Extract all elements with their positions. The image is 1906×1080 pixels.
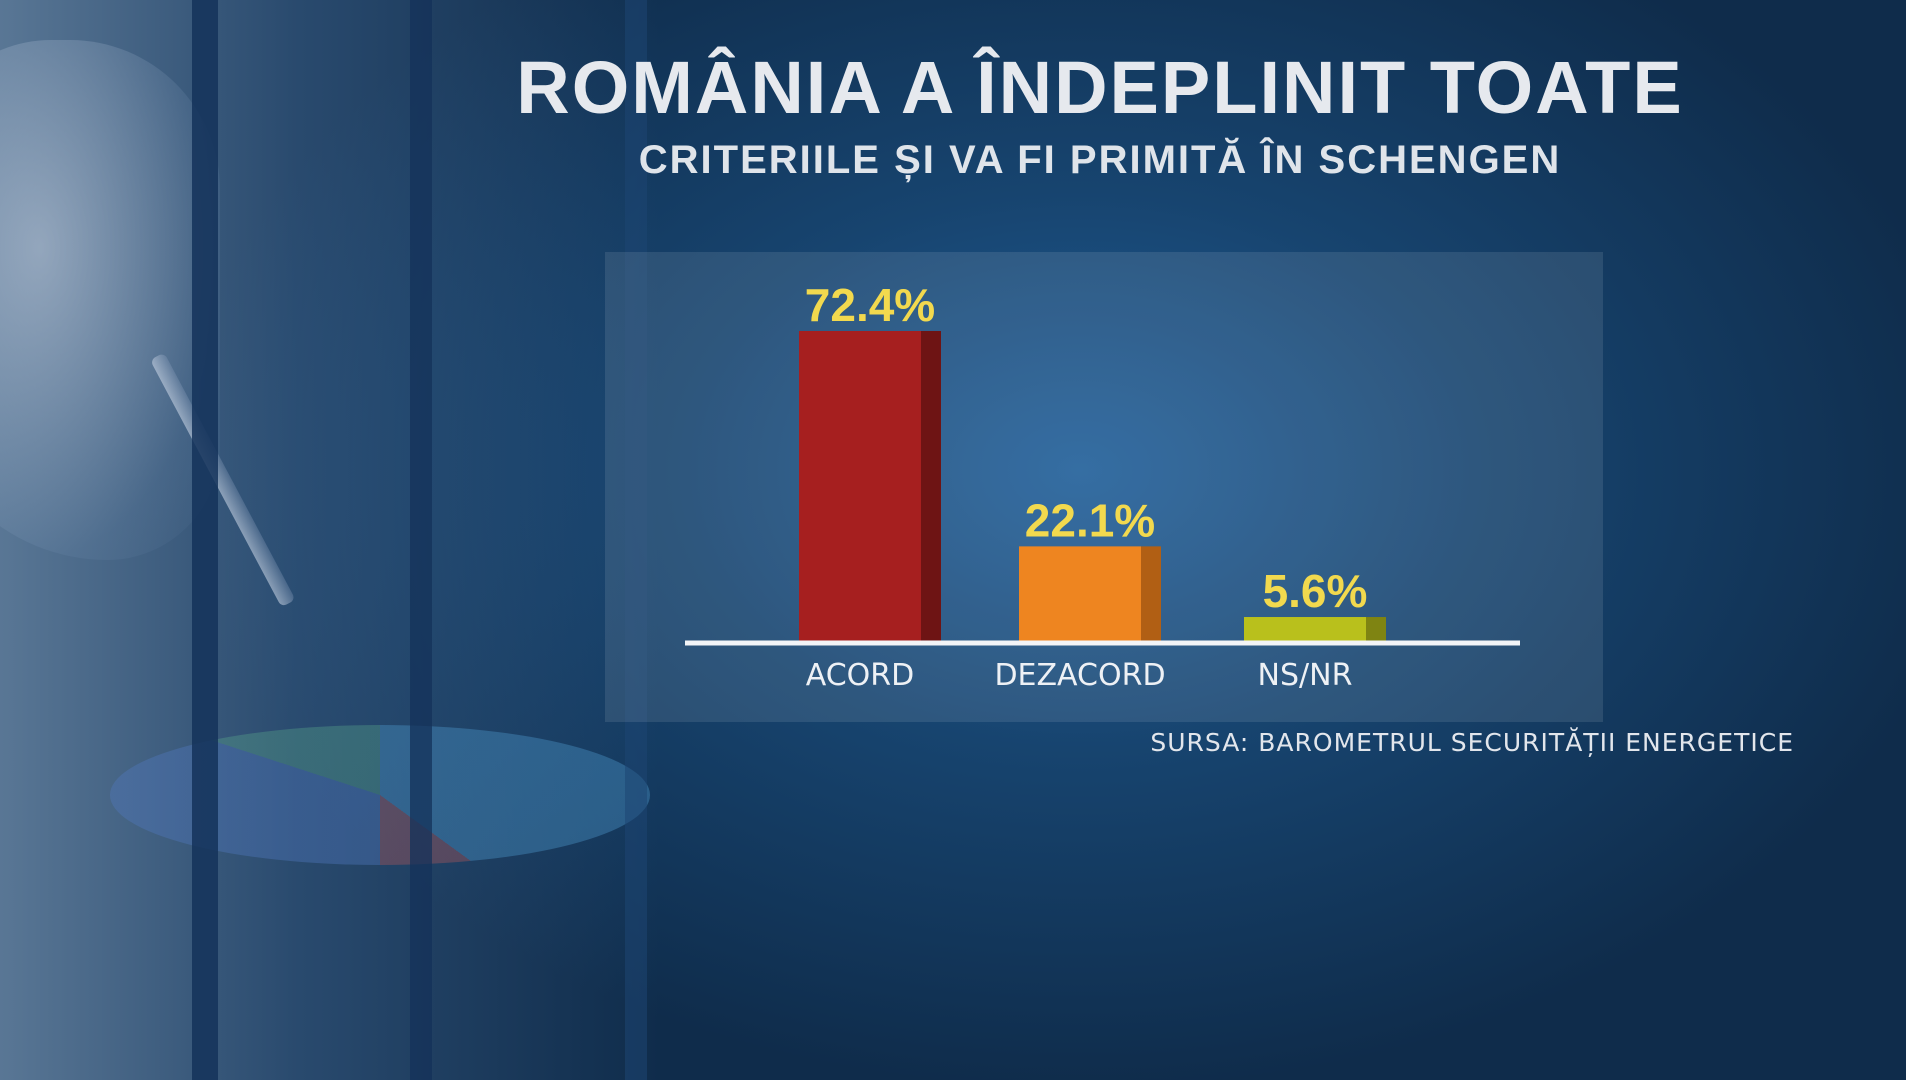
background-hand [0, 40, 220, 560]
value-label: 72.4% [805, 279, 935, 331]
source-note: SURSA: BAROMETRUL SECURITĂȚII ENERGETICE [1150, 728, 1794, 757]
background-strip [192, 0, 218, 1080]
background-strip [410, 0, 432, 1080]
bar-acord [799, 331, 921, 641]
labels-group: 72.4% ACORD 22.1% DEZACORD 5.6% NS/NR [805, 279, 1368, 693]
category-label: ACORD [806, 658, 915, 693]
chart-subtitle: CRITERIILE ȘI VA FI PRIMITĂ ÎN SCHENGEN [638, 138, 1562, 182]
background-strip [625, 0, 647, 1080]
bar-side-ns-nr [1366, 617, 1386, 641]
chart-title: ROMÂNIA A ÎNDEPLINIT TOATE [516, 46, 1684, 129]
value-label: 22.1% [1025, 494, 1155, 546]
value-label: 5.6% [1263, 565, 1368, 617]
bar-dezacord [1019, 546, 1141, 641]
bar-ns-nr [1244, 617, 1366, 641]
category-label: DEZACORD [994, 658, 1165, 693]
bar-side-dezacord [1141, 546, 1161, 641]
bar-side-acord [921, 331, 941, 641]
category-label: NS/NR [1258, 658, 1353, 693]
bars-group [799, 331, 1386, 641]
